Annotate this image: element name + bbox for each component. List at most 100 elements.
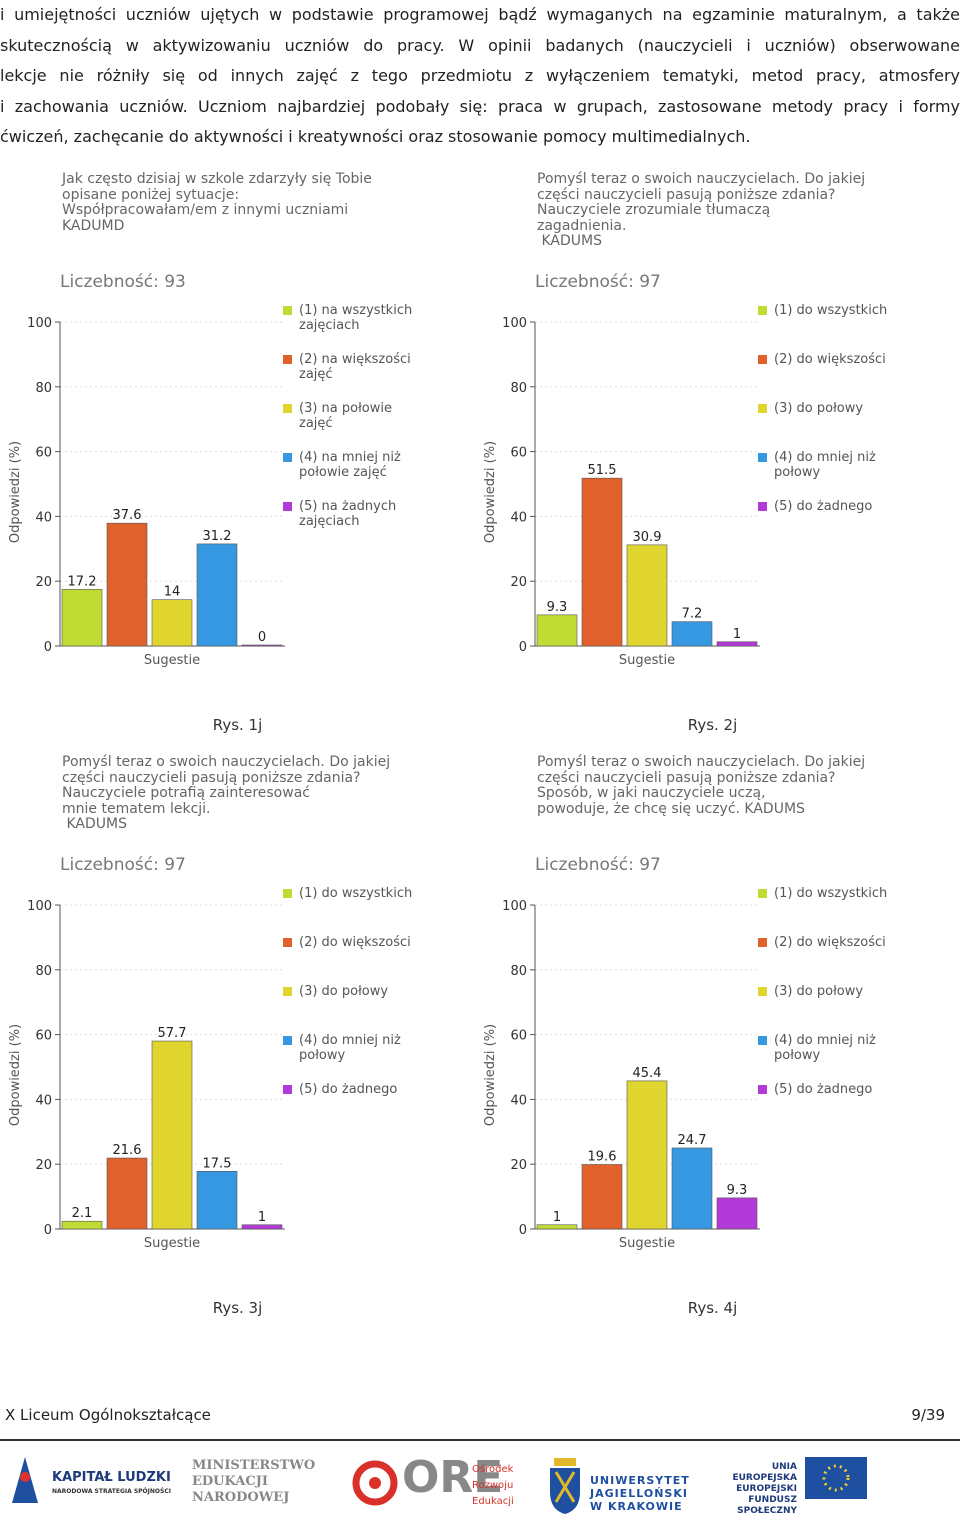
title-line: Współpracowałam/em z innymi uczniami	[62, 202, 349, 218]
bar	[626, 1080, 668, 1230]
legend-swatch	[283, 502, 292, 511]
title-line: Pomyśl teraz o swoich nauczycielach. Do …	[62, 754, 391, 770]
legend-item: (5) do żadnego	[758, 1082, 898, 1112]
footer-rule	[0, 1439, 960, 1441]
chart-title: Pomyśl teraz o swoich nauczycielach. Do …	[537, 171, 866, 250]
paragraph-line: lekcje nie różniły się od innych zajęć z…	[0, 66, 960, 85]
chart: Liczebność: 93 0 20 40 60 80 100 Odpowiedzi (%)…	[8, 272, 285, 668]
legend-item: (2) do większości	[758, 352, 898, 382]
legend-label: (1) na wszystkich zajęciach	[299, 303, 413, 333]
title-line: opisane poniżej sytuacje:	[62, 186, 240, 203]
y-tick-label: 80	[510, 381, 527, 396]
y-tick-label: 0	[519, 1223, 527, 1238]
bar	[241, 644, 283, 647]
logo-text: Ośrodek Rozwoju Edukacji	[472, 1462, 514, 1510]
legend-label: (2) na większości zajęć	[299, 352, 411, 382]
eu-flag	[805, 1457, 867, 1499]
legend-item: (1) do wszystkich	[758, 303, 898, 333]
title-line: Pomyśl teraz o swoich nauczycielach. Do …	[537, 171, 866, 187]
data-label: 9.3	[727, 1183, 748, 1198]
logo-text: ORE	[402, 1452, 504, 1503]
caption: Rys. 3j	[212, 1299, 263, 1317]
paragraph-line: i zachowania uczniów. Uczniom najbardzie…	[0, 96, 960, 116]
legend-swatch	[283, 1036, 292, 1045]
title-line: części nauczycieli pasują poniższe zdani…	[537, 769, 836, 786]
title-line: Jak często dzisiaj w szkole zdarzyły się…	[62, 171, 372, 187]
legend-item: (4) do mniej niż połowy	[758, 450, 898, 480]
y-tick-label: 60	[35, 1029, 52, 1044]
legend-label: (4) do mniej niż połowy	[774, 1033, 876, 1063]
chart: Liczebność: 97 0 20 40 60 80 100 Odpowiedzi (%)…	[483, 272, 760, 668]
y-tick-label: 40	[35, 1093, 52, 1108]
logo-text: KAPITAŁ LUDZKI	[52, 1470, 171, 1485]
logo-line: JAGIELLOŃSKI	[590, 1487, 688, 1500]
legend-swatch	[283, 1085, 292, 1094]
legend-label: (2) do większości	[774, 935, 886, 950]
logo-line: Edukacji	[472, 1496, 514, 1507]
legend-item: (3) do połowy	[283, 984, 423, 1014]
legend: (1) do wszystkich (2) do większości (3) do…	[283, 886, 423, 1112]
y-tick-label: 20	[510, 575, 527, 590]
logo-line: EDUKACJI	[192, 1474, 268, 1489]
chart: Liczebność: 97 0 20 40 60 80 100 Odpowiedzi (%)…	[483, 855, 760, 1251]
legend-label: (2) do większości	[299, 935, 411, 950]
legend-label: (3) do połowy	[774, 401, 864, 416]
y-tick-label: 80	[35, 964, 52, 979]
legend-swatch	[758, 502, 767, 511]
legend-swatch	[758, 987, 767, 996]
legend-label: (4) do mniej niż połowy	[774, 450, 876, 480]
legend-item: (3) do połowy	[758, 401, 898, 431]
legend-item: (5) na żadnych zajęciach	[283, 499, 423, 529]
y-tick-label: 60	[510, 1029, 527, 1044]
legend-item: (3) na połowie zajęć	[283, 401, 423, 431]
data-label: 45.4	[633, 1066, 662, 1081]
legend-swatch	[758, 1036, 767, 1045]
data-label: 2.1	[72, 1206, 93, 1221]
bar	[671, 621, 713, 647]
chart-title: Jak często dzisiaj w szkole zdarzyły się…	[62, 171, 372, 234]
logo-line: MINISTERSTWO	[192, 1458, 316, 1473]
legend-swatch	[283, 355, 292, 364]
legend: (1) na wszystkich zajęciach (2) na większ…	[283, 303, 423, 529]
legend-swatch	[758, 1085, 767, 1094]
chart-panel: Pomyśl teraz o swoich nauczycielach. Do …	[0, 743, 480, 1326]
x-axis-label: Sugestie	[619, 1236, 675, 1251]
data-label: 21.6	[113, 1143, 142, 1158]
y-tick-label: 80	[510, 964, 527, 979]
bar	[106, 1157, 148, 1230]
title-line: mnie tematem lekcji.	[62, 800, 211, 817]
logo-line: W KRAKOWIE	[590, 1500, 683, 1513]
legend-item: (2) do większości	[283, 935, 423, 965]
legend-label: (4) do mniej niż połowy	[299, 1033, 401, 1063]
y-tick-label: 100	[502, 899, 527, 914]
bar	[671, 1147, 713, 1230]
school-name: X Liceum Ogólnokształcące	[5, 1406, 211, 1424]
title-line: części nauczycieli pasują poniższe zdani…	[62, 769, 361, 786]
legend-item: (5) do żadnego	[758, 499, 898, 529]
legend: (1) do wszystkich (2) do większości (3) do…	[758, 886, 898, 1112]
title-line: Nauczyciele zrozumiale tłumaczą	[537, 202, 771, 218]
title-line: KADUMD	[62, 217, 125, 234]
logo-text: UNIA EUROPEJSKA EUROPEJSKI FUNDUSZ SPOŁECZ…	[705, 1462, 797, 1517]
legend-swatch	[283, 306, 292, 315]
legend-label: (5) na żadnych zajęciach	[299, 499, 397, 529]
x-axis-label: Sugestie	[619, 653, 675, 668]
logo-line: NARODOWEJ	[192, 1490, 290, 1505]
data-label: 57.7	[158, 1026, 187, 1041]
logo-line: UNIWERSYTET	[590, 1474, 690, 1487]
data-label: 37.6	[113, 508, 142, 523]
bar	[716, 641, 758, 647]
y-axis-label: Odpowiedzi (%)	[483, 1024, 498, 1126]
legend-item: (1) do wszystkich	[758, 886, 898, 916]
y-tick-label: 0	[44, 640, 52, 655]
legend-item: (1) na wszystkich zajęciach	[283, 303, 423, 333]
title-line: zagadnienia.	[537, 217, 627, 234]
legend-label: (3) do połowy	[299, 984, 389, 999]
legend-item: (2) na większości zajęć	[283, 352, 423, 382]
legend-swatch	[283, 938, 292, 947]
chart-panel: Pomyśl teraz o swoich nauczycielach. Do …	[475, 743, 955, 1326]
logo-line: Rozwoju	[472, 1480, 514, 1491]
chart: Liczebność: 97 0 20 40 60 80 100 Odpowiedzi (%)…	[8, 855, 285, 1251]
data-label: 9.3	[547, 600, 568, 615]
